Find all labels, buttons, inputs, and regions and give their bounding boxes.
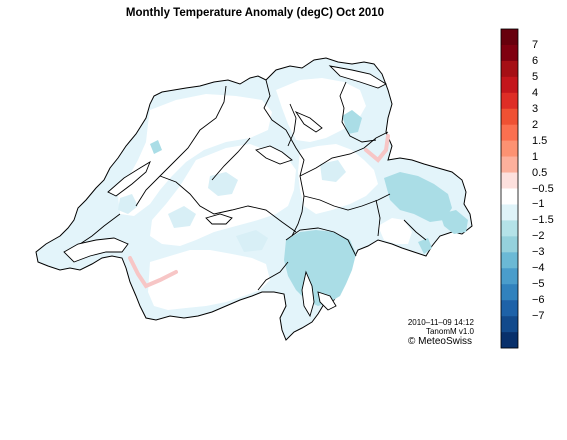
colorbar-tick-label: −1 (532, 198, 545, 211)
colorbar-swatch (501, 284, 518, 301)
colorbar-swatch (501, 76, 518, 94)
colorbar-swatch (501, 188, 518, 205)
colorbar-swatch (501, 300, 518, 317)
colorbar-tick-label: −2 (532, 230, 545, 243)
product-version-text: TanomM v1.0 (425, 327, 474, 336)
anomaly-pink-streaks (128, 134, 390, 289)
colorbar-tick-label: −3 (532, 246, 545, 259)
colorbar-tick-label: −7 (532, 310, 545, 323)
lake-lucerne (255, 145, 293, 165)
lakes (63, 65, 387, 318)
canton-borders (79, 79, 427, 291)
colorbar-tick-label: 7 (532, 39, 539, 51)
lake-zurich (294, 110, 323, 133)
colorbar-tick-label: 3 (532, 102, 539, 115)
colorbar-swatch (501, 92, 518, 110)
lake-thun (205, 213, 233, 225)
colorbar-tick-label: 5 (532, 70, 539, 83)
colorbar-swatch (501, 252, 518, 269)
colorbar-swatch (501, 156, 518, 173)
lake-constance (328, 65, 387, 89)
colorbar-tick-label: −1.5 (532, 214, 554, 227)
colorbar-tick-label: 1.5 (532, 134, 548, 147)
colorbar-tick-label: 0.5 (532, 166, 548, 179)
lake-lugano (317, 291, 337, 311)
anomaly-blue-regions (150, 110, 468, 306)
colorbar-tick-label: −5 (532, 278, 545, 291)
colorbar-tick-label: −6 (532, 294, 545, 307)
colorbar-swatch (501, 108, 518, 125)
anomaly-lightblue-patches (118, 160, 346, 252)
copyright-text: © MeteoSwiss (408, 336, 473, 347)
map-title: Monthly Temperature Anomaly (degC) Oct 2… (125, 7, 385, 19)
colorbar-tick-label: 1 (532, 150, 539, 163)
colorbar-tick-label: −4 (532, 262, 545, 275)
colorbar-swatch (501, 268, 518, 285)
lake-geneva (63, 237, 129, 263)
colorbar-swatch (501, 316, 518, 333)
colorbar-swatch (501, 140, 518, 157)
colorbar-swatch (501, 204, 518, 221)
colorbar-swatch (501, 124, 518, 141)
colorbar-swatch (501, 44, 518, 62)
colorbar-swatch (501, 29, 518, 46)
colorbar-swatch (501, 236, 518, 253)
colorbar-tick-label: 6 (532, 54, 539, 67)
colorbar-swatch (501, 172, 518, 189)
colorbar-swatch (501, 220, 518, 237)
colorbar-swatch (501, 332, 518, 349)
colorbar-swatch (501, 60, 518, 78)
lake-neuchatel (107, 160, 151, 197)
colorbar-tick-label: −0.5 (532, 182, 554, 195)
colorbar-tick-label: 4 (532, 86, 539, 99)
colorbar-frame (500, 28, 519, 349)
colorbar-tick-label: 2 (532, 118, 539, 131)
lake-maggiore (301, 270, 315, 318)
timestamp-text: 2010–11–09 14:12 (407, 318, 474, 327)
colorbar (500, 28, 519, 349)
